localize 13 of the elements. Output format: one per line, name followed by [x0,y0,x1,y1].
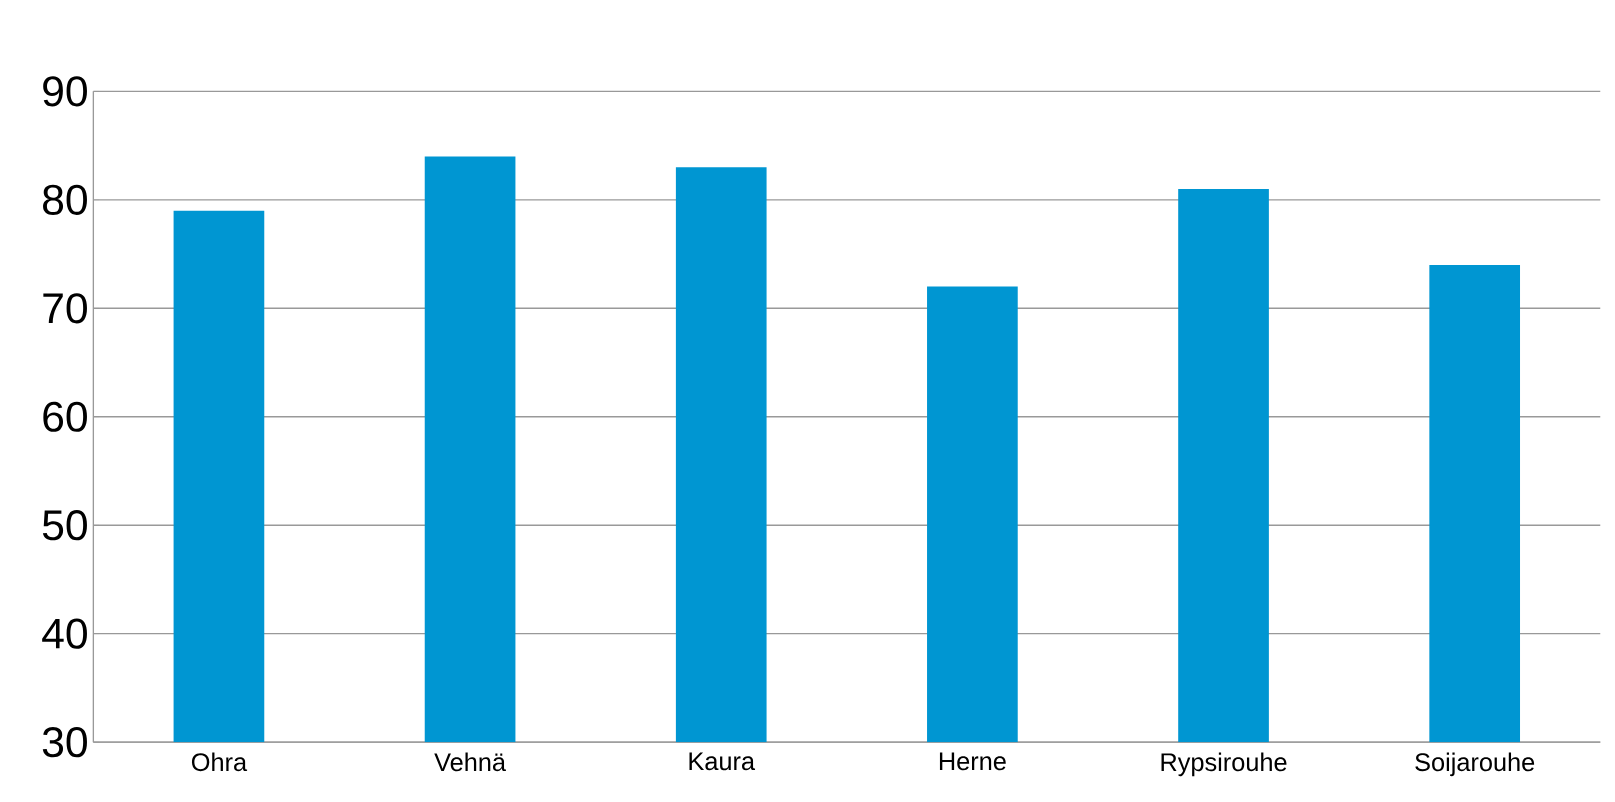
x-tick-label: Soijarouhe [1415,752,1535,777]
x-tick-label: Kaura [689,752,756,771]
x-tick-label: Ohra [191,752,248,772]
y-tick-label: 30 [42,726,87,758]
y-tick-label: 90 [43,76,87,107]
y-tick-label: 40 [42,618,87,649]
x-tick-label: Vehnä [434,752,507,772]
x-tick-label: Herne [939,752,1006,771]
x-tick-label: Rypsirouhe [1161,752,1287,777]
y-tick-label: 80 [43,184,87,215]
y-tick-label: 60 [43,401,87,432]
y-tick-label: 70 [43,293,87,324]
y-tick-label: 50 [42,510,87,541]
